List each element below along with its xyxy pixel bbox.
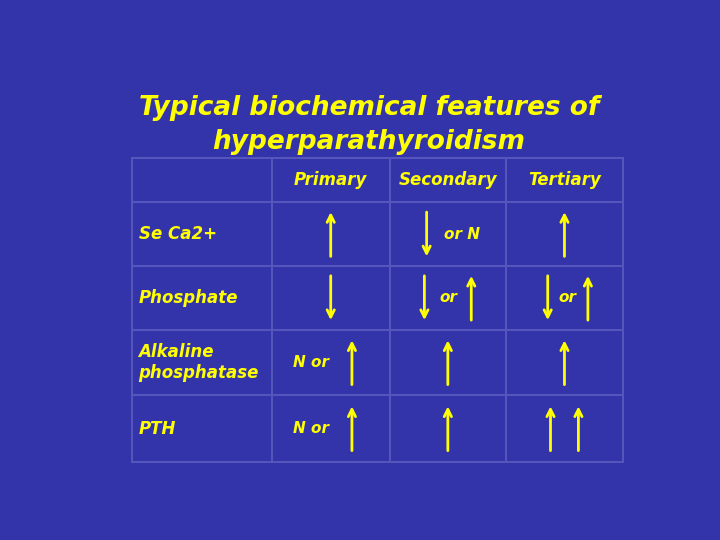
Text: Phosphate: Phosphate [138,289,238,307]
Text: or: or [558,291,576,306]
Text: PTH: PTH [138,420,176,437]
Text: Alkaline
phosphatase: Alkaline phosphatase [138,343,259,382]
Text: N or: N or [293,421,329,436]
Text: or: or [440,291,458,306]
Text: Se Ca2+: Se Ca2+ [138,225,217,243]
Text: Primary: Primary [294,171,367,190]
Text: or N: or N [444,227,480,242]
Text: Typical biochemical features of: Typical biochemical features of [139,96,599,122]
Text: Tertiary: Tertiary [528,171,601,190]
Text: hyperparathyroidism: hyperparathyroidism [212,129,526,155]
Text: N or: N or [293,355,329,370]
Text: Secondary: Secondary [399,171,497,190]
